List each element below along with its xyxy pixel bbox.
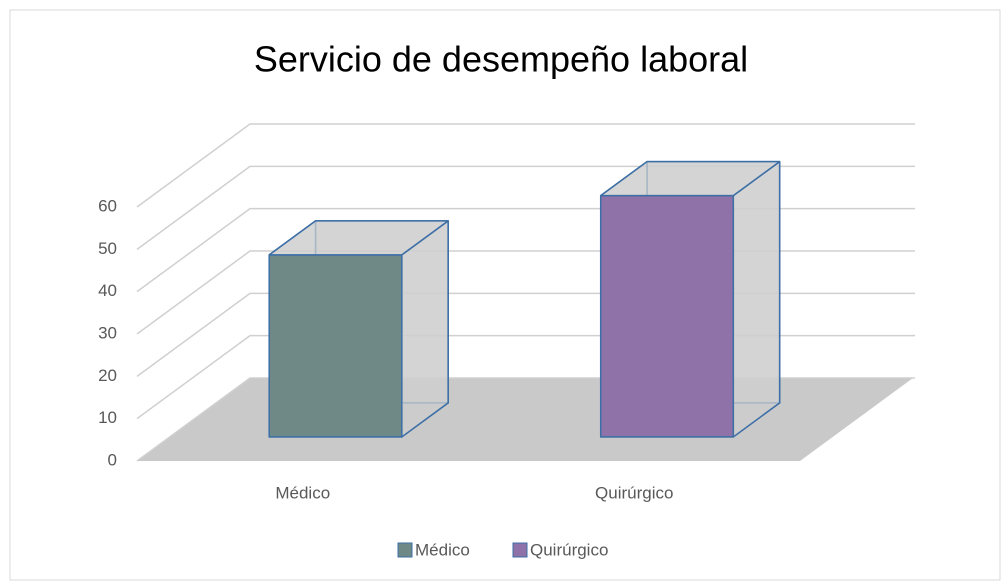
bar-top: [268, 220, 449, 256]
y-tick-label: 30: [98, 323, 117, 342]
bar-right: [401, 220, 449, 438]
bar-top: [599, 160, 781, 197]
grid-line: [136, 123, 915, 208]
x-tick-label: Médico: [275, 483, 330, 502]
y-tick-label: 0: [108, 450, 117, 469]
chart-border: [9, 9, 1001, 581]
bar-front: [268, 254, 403, 438]
y-tick-label: 50: [98, 239, 117, 258]
legend-swatch: [397, 542, 413, 558]
x-tick-label: Quirúrgico: [595, 483, 673, 502]
legend-label: Quirúrgico: [530, 540, 608, 559]
y-tick-label: 10: [98, 408, 117, 427]
bar-right: [732, 160, 781, 438]
chart-title: Servicio de desempeño laboral: [254, 39, 748, 80]
legend-swatch: [512, 542, 528, 558]
y-tick-label: 60: [98, 196, 117, 215]
y-tick-label: 40: [98, 281, 117, 300]
bar-front: [599, 194, 735, 438]
legend-label: Médico: [415, 540, 470, 559]
floor: [137, 378, 913, 461]
y-tick-label: 20: [98, 366, 117, 385]
